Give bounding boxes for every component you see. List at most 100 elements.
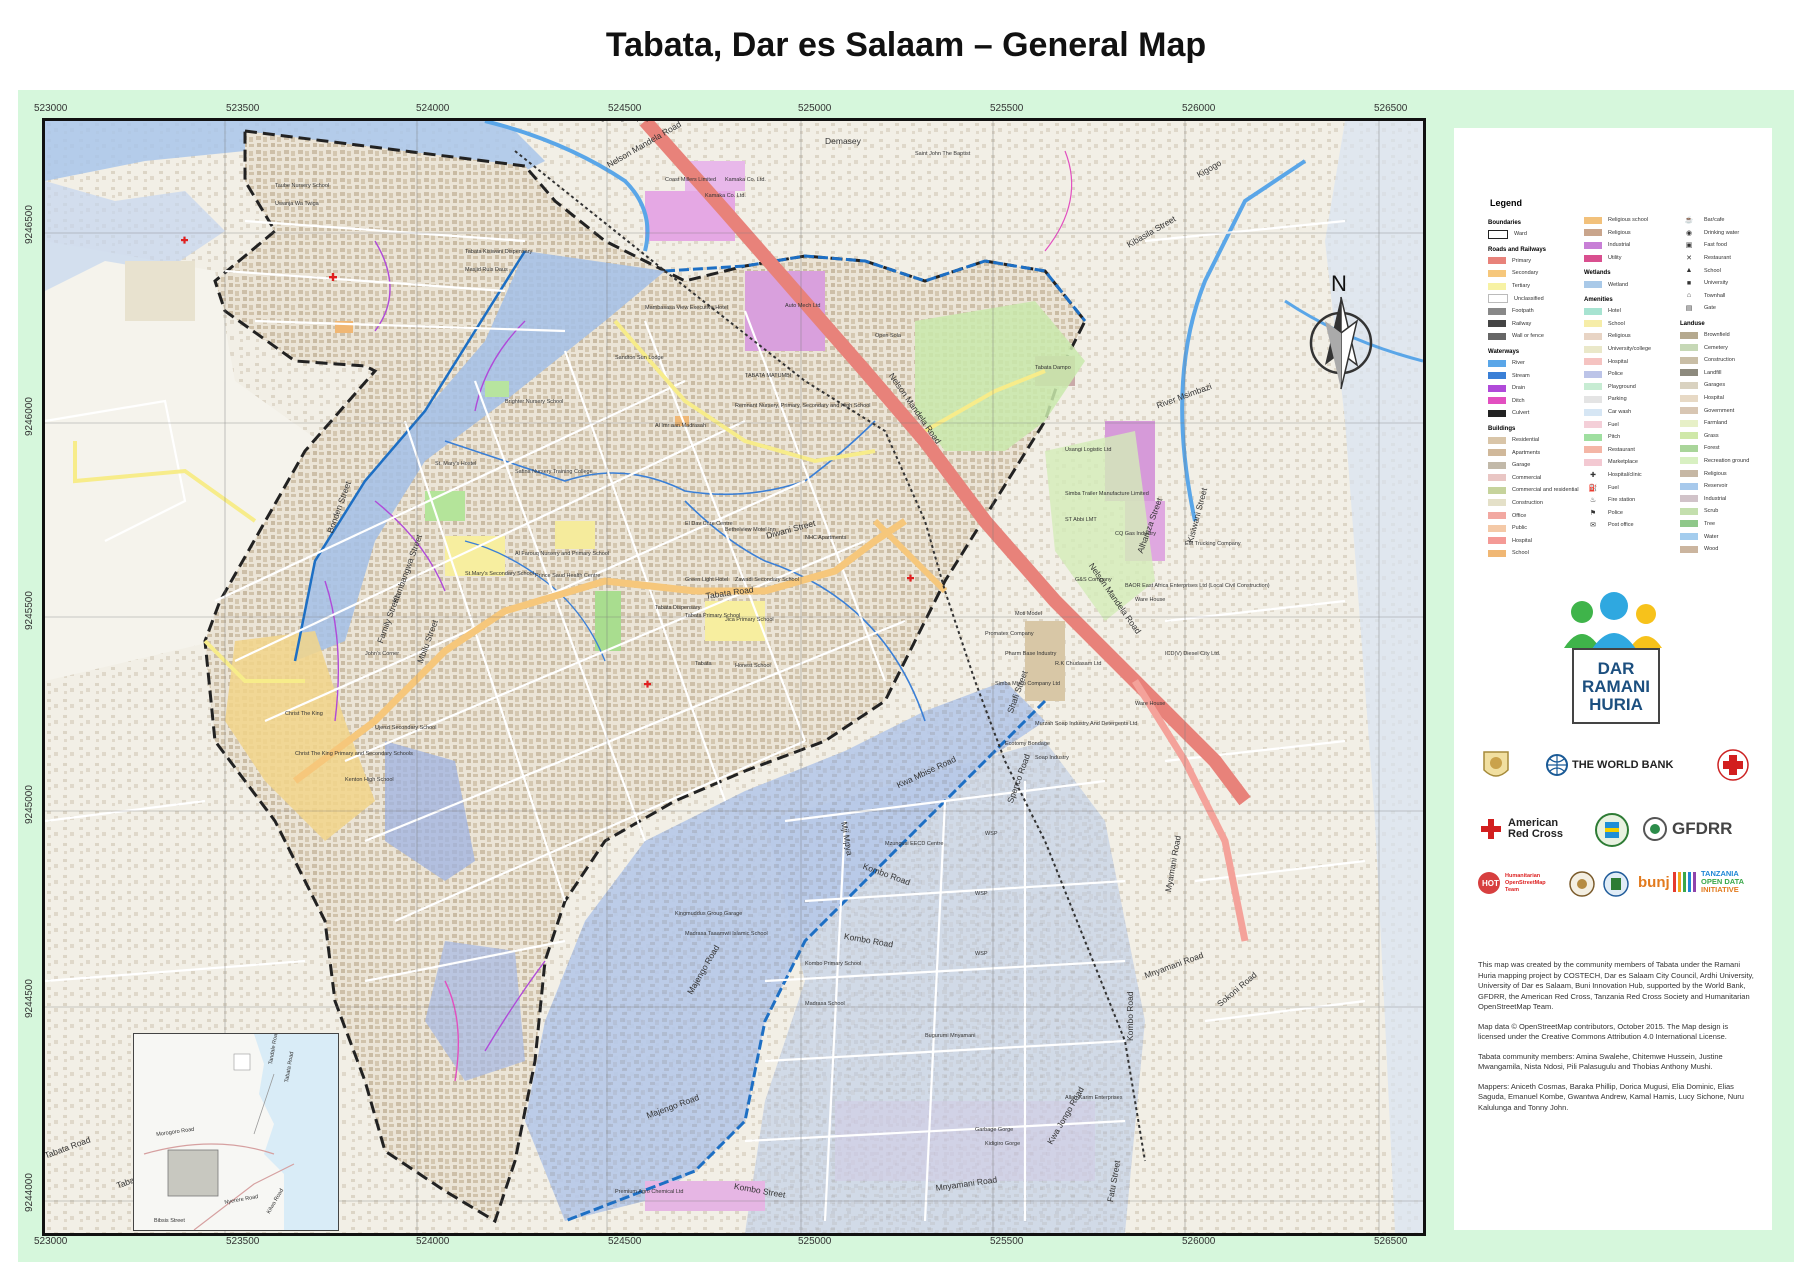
legend-item: Commercial <box>1488 472 1584 485</box>
legend-swatch <box>1488 486 1506 494</box>
legend-item: Religious <box>1584 227 1680 240</box>
flood-zone-north <box>295 251 665 661</box>
legend-item: Industrial <box>1680 492 1776 505</box>
legend-swatch <box>1584 320 1602 328</box>
american-red-cross-logo: American Red Cross <box>1480 818 1563 840</box>
tabata-road[interactable] <box>292 518 907 784</box>
legend-label: School <box>1608 320 1625 327</box>
legend-label: Hospital <box>1608 358 1628 365</box>
open-data-line-2: OPEN DATA <box>1701 877 1745 886</box>
place-label: Honest School <box>735 663 771 669</box>
stream-3 <box>464 540 606 662</box>
map-canvas[interactable]: Nelson Mandela Road Nelson Mandela Road Ne… <box>42 118 1426 1236</box>
place-label: St. Mary's Hostel <box>435 461 477 467</box>
legend-symbol-icon: ▣ <box>1685 242 1693 250</box>
legend-swatch <box>1488 449 1506 457</box>
legend-swatch <box>1584 370 1602 378</box>
hot-line-2: OpenStreetMap <box>1505 879 1546 886</box>
pitch-2 <box>595 591 621 651</box>
grid-x-label: 524500 <box>608 1236 642 1247</box>
legend-label: Scrub <box>1704 508 1719 515</box>
legend-item: ⌂ Townhall <box>1680 290 1776 303</box>
legend-label: Police <box>1608 371 1623 378</box>
people-icon <box>1564 592 1662 652</box>
legend-label: Hotel <box>1608 308 1621 315</box>
grid-x-label: 524000 <box>416 103 450 114</box>
world-bank-logo: THE WORLD BANK <box>1546 754 1673 776</box>
legend-item: Commercial and residential <box>1488 484 1584 497</box>
place-label: G&S Company <box>1075 577 1112 583</box>
seal-icon <box>1483 751 1509 777</box>
place-label: R.K Chudasam Ltd <box>1055 661 1102 667</box>
grid-x-label: 525000 <box>798 1236 832 1247</box>
legend-swatch <box>1488 549 1506 557</box>
credit-paragraph-3: Tabata community members: Amina Swalehe,… <box>1478 1051 1723 1072</box>
legend-label: Unclassified <box>1514 295 1544 302</box>
river-boundary-south <box>564 699 1047 1223</box>
legend-swatch <box>1584 446 1602 454</box>
outside-block <box>125 261 195 321</box>
place-label: Christ The King Primary and Secondary Sc… <box>295 751 413 757</box>
legend-label: Office <box>1512 512 1527 519</box>
legend-item: Garage <box>1488 459 1584 472</box>
credit-paragraph-1: This map was created by the community me… <box>1478 960 1754 1011</box>
legend-label: Gate <box>1704 305 1716 312</box>
nelson-mandela-road-south[interactable] <box>1132 679 1249 942</box>
legend-swatch <box>1584 408 1602 416</box>
legend-label: Fuel <box>1608 421 1619 428</box>
legend-label: Pitch <box>1608 434 1621 441</box>
inset-overview-map: Morogoro Road Nyerere Road Bibsis Street Ki… <box>133 1033 339 1231</box>
legend-item: Primary <box>1488 255 1584 268</box>
drain-5 <box>484 960 546 1052</box>
open-data-line-1: TANZANIA <box>1701 869 1739 878</box>
legend-swatch <box>1488 229 1508 239</box>
hot-line-1: Humanitarian <box>1505 872 1541 879</box>
legend-label: Hospital <box>1704 395 1724 402</box>
place-label: Mambasasa View Executive Hotel <box>645 305 729 311</box>
legend-item: Scrub <box>1680 505 1776 518</box>
grid-x-label: 526500 <box>1374 1236 1408 1247</box>
legend-label: University/college <box>1608 346 1652 353</box>
legend-section-heading: Landuse <box>1680 320 1705 327</box>
hospital-markers <box>181 236 914 688</box>
place-label: Christ The King <box>285 711 323 717</box>
place-label: Promatex Company <box>985 631 1034 637</box>
nelson-mandela-road[interactable] <box>639 121 1251 806</box>
svg-text:HOT: HOT <box>1482 879 1499 888</box>
legend-swatch <box>1584 307 1602 315</box>
coat-of-arms-icon <box>1595 813 1629 847</box>
tabata-road-east[interactable] <box>872 518 948 594</box>
legend-swatch <box>1488 409 1506 417</box>
legend-item: Wood <box>1680 543 1776 556</box>
legend-swatch <box>1680 394 1698 402</box>
legend-item: Landfill <box>1680 367 1776 380</box>
legend-item: Utility <box>1584 252 1680 265</box>
legend-symbol-icon: ▤ <box>1685 305 1693 313</box>
brownfield <box>1025 621 1065 701</box>
buni-logo: bunj <box>1638 874 1670 891</box>
red-cross-line-1: American <box>1508 817 1559 829</box>
place-label: Usangi Logistic Ltd <box>1065 447 1112 453</box>
legend-section-heading: Buildings <box>1488 425 1516 432</box>
legend-swatch <box>1584 345 1602 353</box>
legend-item: ✚ Hospital/clinic <box>1584 469 1680 482</box>
place-label: Garbage Gorge <box>975 1127 1014 1133</box>
river-north <box>484 121 650 252</box>
legend-swatch <box>1680 545 1698 553</box>
legend-section-heading: Boundaries <box>1488 220 1522 226</box>
legend-swatch <box>1488 524 1506 532</box>
place-label: ICD(V) Diesel City Ltd. <box>1165 651 1221 657</box>
legend-swatch <box>1584 229 1602 237</box>
place-label: Sandton Sun Lodge <box>615 355 664 361</box>
legend-label: Secondary <box>1512 270 1539 277</box>
grid-x-label: 523000 <box>34 1236 68 1247</box>
legend-item: Construction <box>1488 497 1584 510</box>
buni-label: bunj <box>1638 874 1670 891</box>
udsm-seal-icon <box>1603 871 1629 897</box>
legend-column-3: ☕ Bar/cafe ◉ Drinking water ▣ Fast food ✕ Resta… <box>1680 214 1776 555</box>
legend-label: Construction <box>1512 499 1543 506</box>
legend-swatch <box>1488 474 1506 482</box>
legend-column-1: Boundaries Ward Roads and Railways Primary S… <box>1488 214 1584 560</box>
place-label: Kamaka Co. Ltd. <box>725 177 766 183</box>
grid-x-label: 526000 <box>1182 1236 1216 1247</box>
